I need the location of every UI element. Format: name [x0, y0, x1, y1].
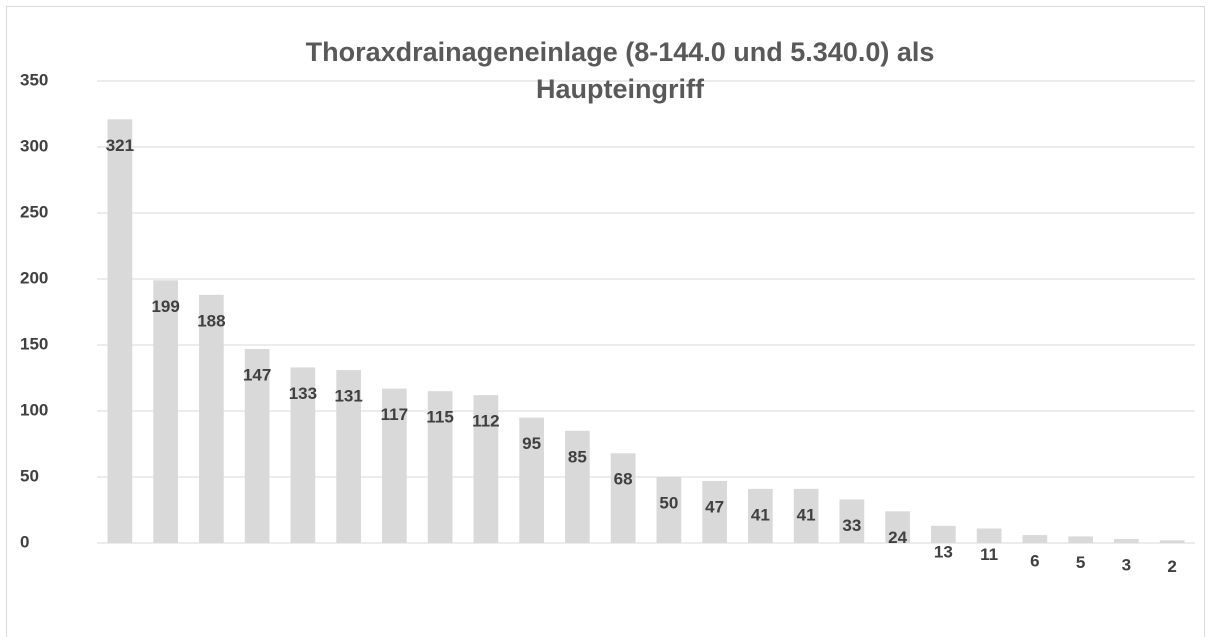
bar	[885, 511, 910, 543]
data-label: 41	[797, 505, 816, 524]
data-label: 3	[1122, 556, 1131, 575]
bar	[748, 488, 773, 543]
bar	[244, 348, 270, 543]
bar	[976, 528, 1002, 543]
bar	[610, 453, 636, 543]
bar	[1068, 536, 1093, 543]
data-label: 6	[1030, 552, 1039, 571]
bar	[1114, 539, 1139, 543]
bar	[656, 477, 682, 543]
bar	[1159, 540, 1185, 543]
data-label: 188	[197, 311, 225, 330]
data-label: 95	[522, 434, 541, 453]
data-label: 47	[705, 497, 724, 516]
bar	[931, 525, 956, 543]
chart-title: Thoraxdrainageneinlage (8-144.0 und 5.34…	[305, 37, 935, 104]
y-tick-label: 300	[20, 136, 48, 155]
data-label: 2	[1167, 557, 1176, 576]
y-tick-label: 100	[20, 400, 48, 419]
data-label: 41	[751, 505, 770, 524]
bar	[473, 395, 499, 543]
bar	[107, 119, 133, 543]
data-label: 321	[106, 136, 134, 155]
y-tick-label: 250	[20, 202, 48, 221]
data-label: 115	[426, 408, 453, 427]
bar	[839, 499, 865, 543]
bar	[290, 367, 316, 543]
data-label: 50	[659, 493, 678, 512]
data-label: 5	[1076, 553, 1085, 572]
bar	[793, 488, 819, 543]
data-label: 24	[888, 528, 907, 547]
bar	[519, 417, 544, 543]
data-label: 33	[842, 516, 861, 535]
y-tick-label: 150	[20, 334, 48, 353]
bar	[199, 294, 224, 543]
data-label: 117	[381, 405, 408, 424]
data-label: 85	[568, 447, 587, 466]
bar	[565, 430, 590, 543]
data-label: 68	[614, 470, 633, 489]
y-tick-label: 0	[20, 532, 29, 551]
data-label: 133	[289, 384, 317, 403]
data-label: 147	[243, 365, 271, 384]
data-label: 11	[980, 545, 998, 564]
y-tick-label: 50	[20, 466, 39, 485]
bar	[702, 480, 727, 543]
bar	[427, 391, 453, 543]
bar	[153, 280, 178, 543]
data-label: 13	[934, 542, 953, 561]
bar	[336, 370, 361, 543]
y-tick-label: 200	[20, 268, 48, 287]
data-label: 112	[472, 412, 499, 431]
bar	[382, 388, 407, 543]
bar	[1022, 535, 1048, 543]
data-label: 199	[151, 297, 179, 316]
y-tick-label: 350	[20, 70, 48, 89]
data-label: 131	[334, 387, 362, 406]
